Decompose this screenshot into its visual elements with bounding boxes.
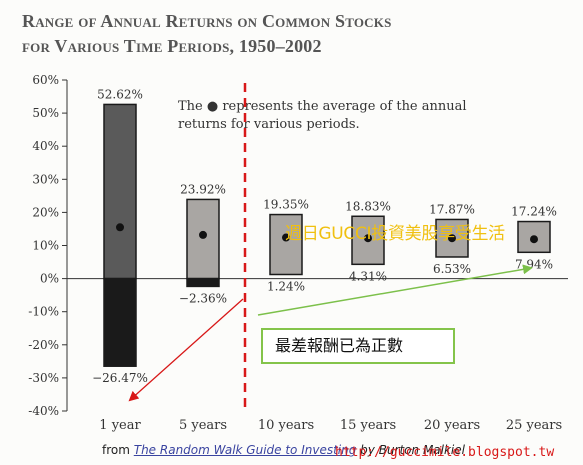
high-value-label: 18.83% [345, 199, 391, 213]
red-arrow [128, 298, 244, 402]
range-bar [269, 213, 303, 276]
low-value-label: −26.47% [92, 371, 148, 385]
y-tick-label: -10% [28, 305, 59, 319]
low-value-label: 6.53% [433, 262, 471, 276]
blog-url[interactable]: http://guccimile.blogspot.tw [335, 445, 555, 460]
low-value-label: −2.36% [179, 291, 227, 305]
y-tick-label: 50% [32, 106, 59, 120]
legend-text-line-1: The ● represents the average of the annu… [178, 99, 467, 114]
legend-text-line-2: returns for various periods. [178, 117, 360, 132]
source-author: by Burton Malkiel [356, 443, 465, 457]
average-dot [282, 233, 290, 242]
x-category-label: 25 years [506, 418, 562, 433]
y-tick-label: -30% [28, 371, 59, 385]
bar-layer [103, 103, 551, 367]
chart-title-line-1: Range of Annual Returns on Common Stocks [22, 11, 392, 31]
average-dot [364, 234, 372, 243]
axis-layer: 60% 50% 40% 30% 20% 10% 0% -10% -20% -30% -40% [28, 73, 568, 418]
callout-box: 最差報酬已為正數 [261, 328, 455, 364]
source-credit: from The Random Walk Guide to Investing … [102, 443, 465, 457]
chart-title: Range of Annual Returns on Common Stocks… [22, 9, 392, 59]
y-tick-label: 30% [32, 172, 59, 186]
source-prefix: from [102, 443, 134, 457]
x-category-label: 1 year [99, 418, 141, 433]
high-value-label: 19.35% [263, 198, 309, 212]
average-dot [448, 234, 456, 243]
x-category-label: 10 years [258, 418, 314, 433]
high-value-label: 17.87% [429, 202, 475, 216]
range-bar-positive [186, 198, 220, 280]
average-dot [530, 235, 538, 244]
range-bar-negative [103, 277, 137, 367]
range-bar-positive [103, 103, 137, 280]
y-tick-label: 10% [32, 239, 59, 253]
high-value-label: 52.62% [97, 87, 143, 101]
y-tick-label: 20% [32, 205, 59, 219]
blog-watermark: 週日GUCCI投資美股享受生活 [285, 224, 505, 244]
x-category-label: 20 years [424, 418, 480, 433]
y-tick-label: 60% [32, 73, 59, 87]
y-tick-label: 40% [32, 139, 59, 153]
high-value-label: 23.92% [180, 182, 226, 196]
label-layer: 52.62% −26.47% 1 year 23.92% −2.36% 5 years 19… [92, 87, 562, 433]
chart-title-line-2: for Various Time Periods, 1950–2002 [22, 36, 322, 56]
high-value-label: 17.24% [511, 205, 557, 219]
x-category-label: 5 years [179, 418, 227, 433]
average-dot [116, 223, 124, 232]
x-category-label: 15 years [340, 418, 396, 433]
green-arrow [257, 264, 533, 316]
source-book-link[interactable]: The Random Walk Guide to Investing [133, 443, 357, 457]
range-bar-negative [186, 277, 220, 288]
average-dot [199, 230, 207, 239]
y-tick-label: -20% [28, 338, 59, 352]
y-tick-label: -40% [28, 404, 59, 418]
low-value-label: 1.24% [267, 279, 305, 293]
low-value-label: 4.31% [349, 269, 387, 283]
y-tick-label: 0% [40, 272, 59, 286]
